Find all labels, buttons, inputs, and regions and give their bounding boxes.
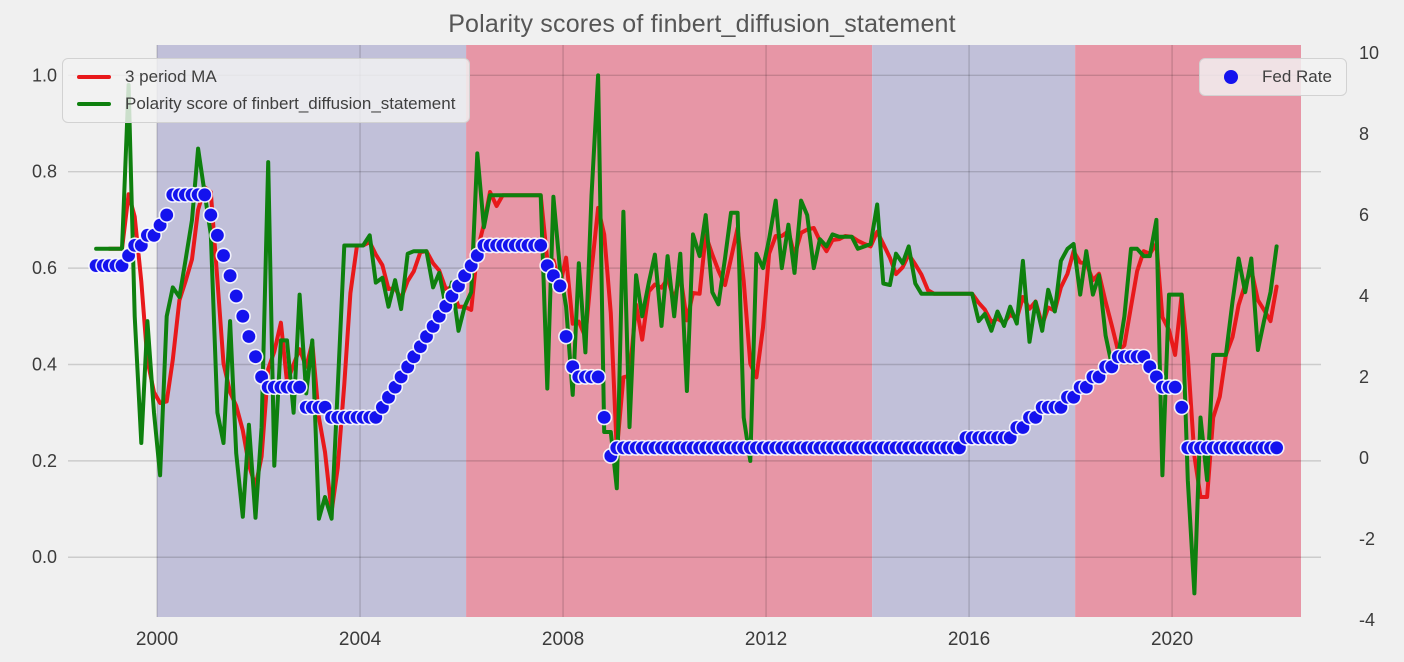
fed-rate-dot: [596, 409, 613, 426]
y-right-tick-label: 8: [1359, 124, 1369, 144]
x-tick-label: 2000: [136, 629, 178, 650]
y-right-tick-label: -2: [1359, 529, 1375, 549]
fed-rate-dot: [590, 368, 607, 385]
legend-item-fed-rate: Fed Rate: [1214, 67, 1332, 87]
y-right-tick-label: 2: [1359, 367, 1369, 387]
y-left-tick-label: 0.8: [32, 162, 57, 182]
fed-rate-dot: [1173, 399, 1190, 416]
fed-rate-dot: [222, 267, 239, 284]
x-tick-label: 2004: [339, 629, 382, 650]
shaded-band: [157, 45, 467, 617]
legend-label-ma: 3 period MA: [125, 67, 217, 86]
fed-rate-dot-swatch: [1224, 70, 1238, 84]
fed-rate-dot: [228, 287, 245, 304]
x-tick-label: 2016: [948, 629, 990, 650]
chart-title: Polarity scores of finbert_diffusion_sta…: [448, 10, 956, 38]
y-left-tick-label: 0.6: [32, 258, 57, 278]
polarity-line-swatch: [77, 102, 111, 106]
shaded-band: [466, 45, 873, 617]
legend-main: 3 period MA Polarity score of finbert_di…: [62, 58, 471, 123]
y-left-tick-label: 0.2: [32, 451, 57, 471]
x-tick-label: 2020: [1151, 629, 1193, 650]
y-left-tick-label: 1.0: [32, 65, 57, 85]
fed-rate-dot: [158, 207, 175, 224]
fed-rate-dot: [551, 277, 568, 294]
legend-label-fed-rate: Fed Rate: [1262, 67, 1332, 86]
fed-rate-dot: [202, 207, 219, 224]
fed-rate-dot: [215, 247, 232, 264]
fed-rate-dot: [1268, 439, 1285, 456]
fed-rate-dot: [291, 379, 308, 396]
y-right-tick-label: 10: [1359, 43, 1379, 63]
y-right-tick-label: 0: [1359, 448, 1369, 468]
y-right-tick-label: 6: [1359, 205, 1369, 225]
fed-rate-dot: [558, 328, 575, 345]
fed-rate-dot: [532, 237, 549, 254]
x-tick-label: 2012: [745, 629, 787, 650]
fed-rate-dot: [240, 328, 257, 345]
y-right-tick-label: -4: [1359, 610, 1375, 630]
legend-item-ma: 3 period MA: [77, 67, 455, 87]
legend-label-polarity: Polarity score of finbert_diffusion_stat…: [125, 94, 456, 113]
y-left-tick-label: 0.4: [32, 354, 57, 374]
polarity-line: [94, 73, 1279, 596]
fed-rate-dot: [247, 348, 264, 365]
fed-rate-dot: [234, 308, 251, 325]
ma-line-swatch: [77, 75, 111, 79]
fed-rate-dot: [196, 186, 213, 203]
y-left-tick-label: 0.0: [32, 547, 57, 567]
legend-fed: Fed Rate: [1199, 58, 1347, 96]
shaded-band: [872, 45, 1076, 617]
y-right-tick-label: 4: [1359, 286, 1369, 306]
fed-rate-dot: [1167, 379, 1184, 396]
fed-rate-dot: [209, 227, 226, 244]
legend-item-polarity: Polarity score of finbert_diffusion_stat…: [77, 94, 455, 114]
shaded-band: [1075, 45, 1301, 617]
x-tick-label: 2008: [542, 629, 584, 650]
